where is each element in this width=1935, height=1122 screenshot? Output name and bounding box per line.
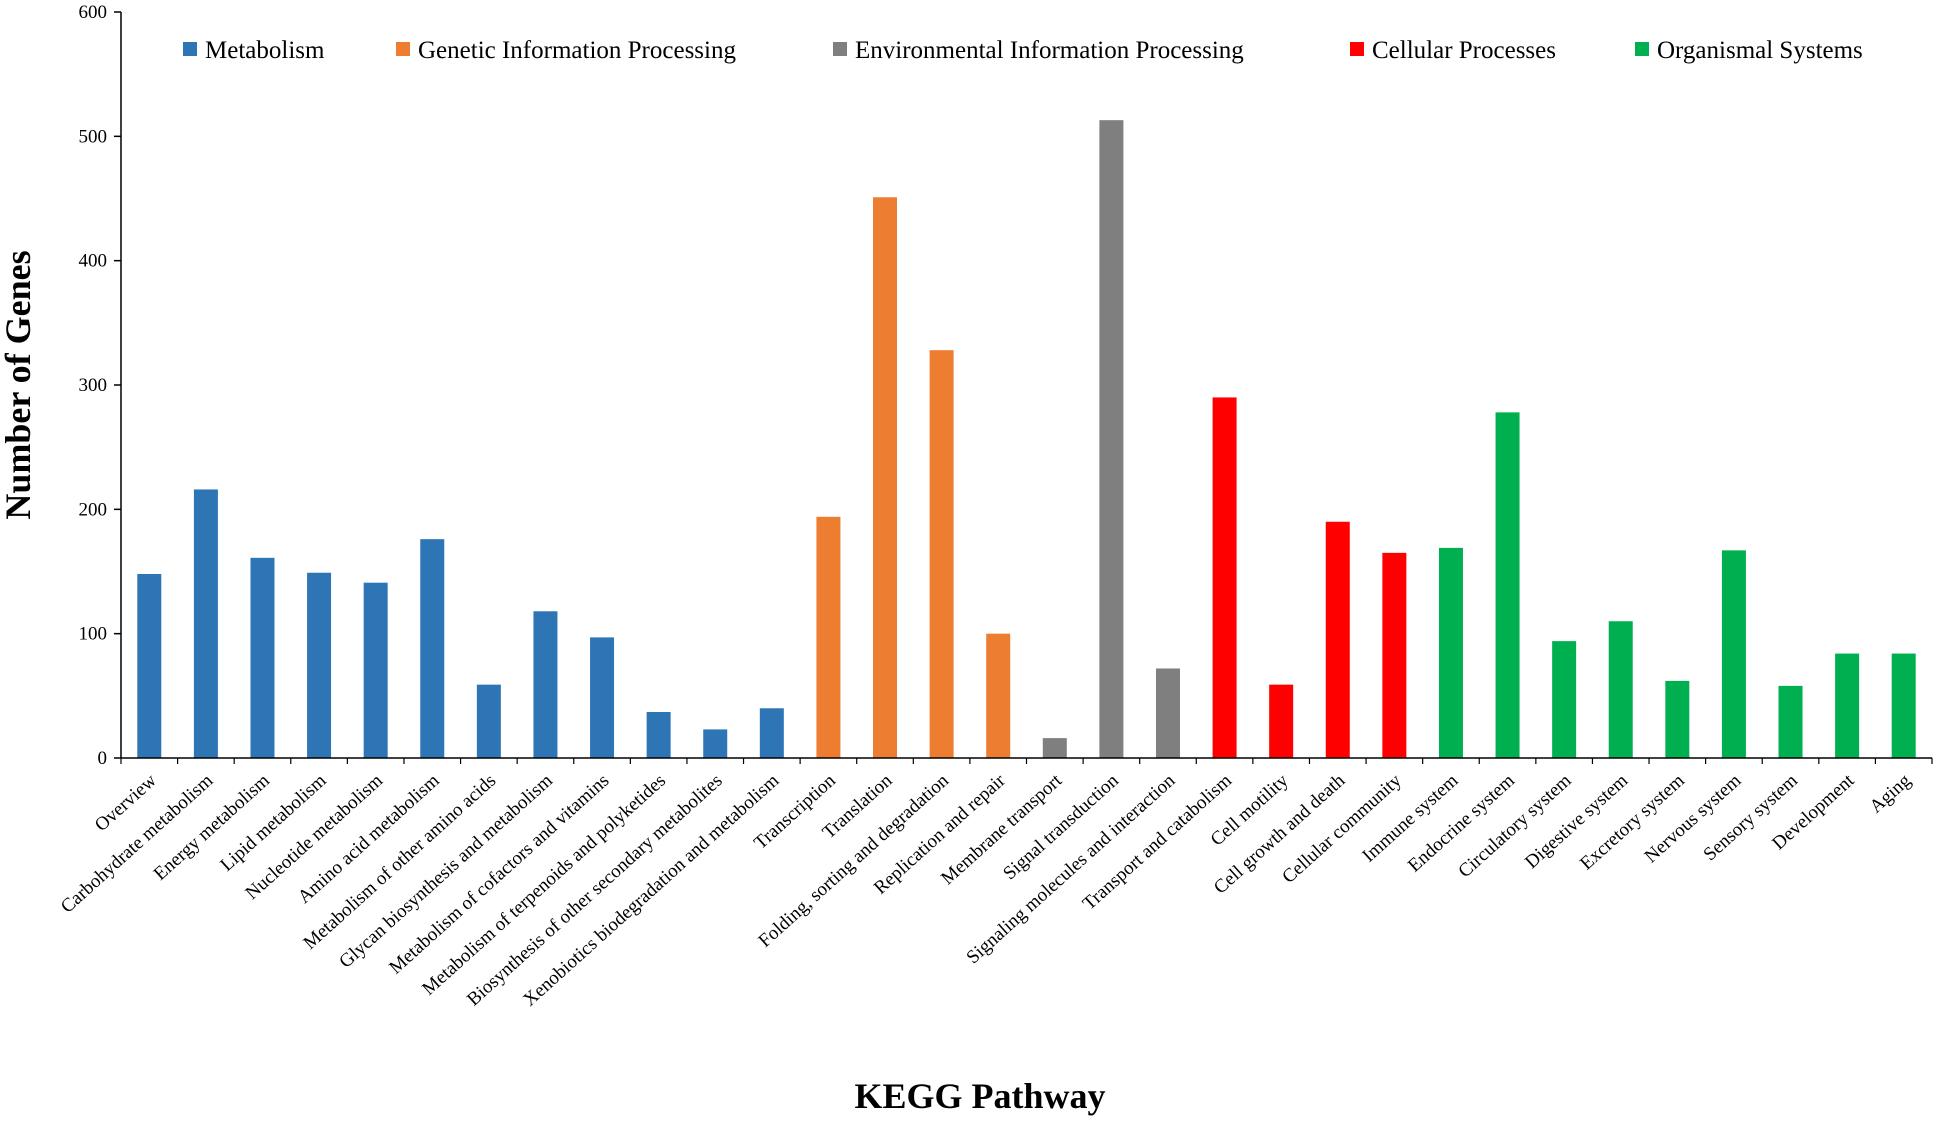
legend-label: Cellular Processes [1372,37,1556,64]
bar-replication-and-repair [986,633,1011,758]
y-tick-label: 200 [79,499,108,520]
y-axis-title: Number of Genes [0,250,38,519]
bar-cellular-community [1382,552,1407,758]
bar-nucleotide-metabolism [363,582,388,758]
bar-digestive-system [1608,621,1633,758]
bars [137,120,1916,759]
legend-label: Metabolism [205,37,325,64]
axes [120,12,1933,764]
legend-label: Genetic Information Processing [418,37,736,64]
legend-swatch [396,42,410,56]
bar-circulatory-system [1552,641,1577,758]
bar-metabolism-of-terpenoids-and-polyketides [646,711,671,758]
y-tick-label: 0 [98,748,108,769]
x-category-label: Signaling molecules and interaction [963,770,1180,968]
bar-transcription [816,516,841,758]
bar-metabolism-of-cofactors-and-vitamins [590,637,615,758]
bar-signal-transduction [1099,120,1124,759]
x-axis-title: KEGG Pathway [854,1076,1105,1116]
bar-immune-system [1438,547,1463,758]
legend-swatch [183,42,197,56]
bar-nervous-system [1721,550,1746,758]
y-tick-label: 600 [79,2,108,23]
bar-aging [1891,653,1916,758]
y-axis-ticks: 0 100 200 300 400 500 600 [79,2,121,769]
bar-metabolism-of-other-amino-acids [476,684,501,758]
legend-swatch [1635,42,1649,56]
y-tick-label: 500 [79,126,108,147]
bar-lipid-metabolism [307,572,332,758]
y-tick-label: 400 [79,251,108,272]
bar-xenobiotics-biodegradation-and-metabolism [759,708,784,758]
bar-endocrine-system [1495,412,1520,758]
legend-label: Organismal Systems [1657,37,1863,64]
bar-membrane-transport [1042,738,1067,758]
bar-biosynthesis-of-other-secondary-metabolites [703,729,728,758]
bar-transport-and-catabolism [1212,397,1237,758]
legend-swatch [1350,42,1364,56]
y-tick-label: 300 [79,375,108,396]
x-category-label: Immune system [1358,770,1462,867]
bar-development [1835,653,1860,758]
x-category-label: Excretory system [1576,770,1689,874]
bar-glycan-biosynthesis-and-metabolism [533,611,558,758]
bar-amino-acid-metabolism [420,539,445,758]
bar-translation [873,197,898,759]
bar-carbohydrate-metabolism [193,489,218,758]
y-tick-label: 100 [79,624,108,645]
bar-sensory-system [1778,685,1803,758]
bar-overview [137,573,162,758]
bar-cell-growth-and-death [1325,521,1350,758]
bar-cell-motility [1269,684,1294,758]
legend-swatch [833,42,847,56]
bar-energy-metabolism [250,557,275,758]
legend-label: Environmental Information Processing [855,37,1244,64]
legend: Metabolism Genetic Information Processing… [183,37,1863,64]
x-category-label: Aging [1866,770,1916,818]
bar-excretory-system [1665,680,1690,758]
bar-signaling-molecules-and-interaction [1155,668,1180,758]
bar-folding-sorting-and-degradation [929,350,954,758]
x-category-label: Nervous system [1641,770,1746,867]
